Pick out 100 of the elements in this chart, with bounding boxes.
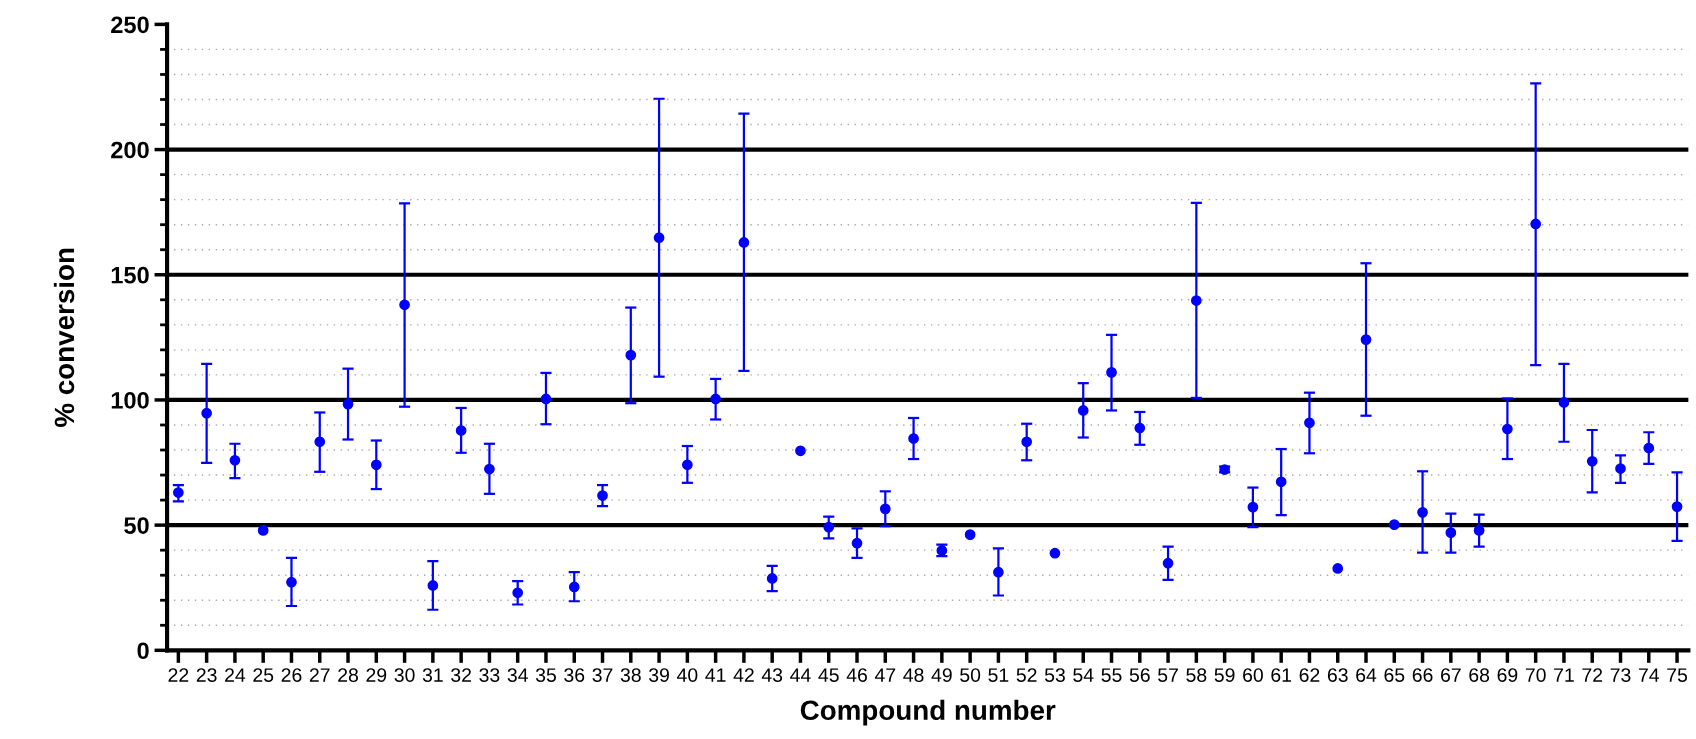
x-tick-label: 58 [1186, 668, 1207, 682]
point [1190, 295, 1202, 306]
point [625, 349, 637, 361]
point [1671, 501, 1683, 512]
x-tick-label: 71 [1554, 668, 1574, 682]
x-tick-label: 61 [1271, 668, 1292, 682]
point [1388, 519, 1400, 530]
point [908, 433, 919, 444]
x-tick-label: 51 [988, 668, 1009, 682]
x-tick-label: 38 [620, 668, 641, 682]
point [229, 454, 241, 466]
x-tick-label: 39 [649, 668, 669, 682]
x-tick-label: 65 [1384, 668, 1405, 682]
point [964, 529, 976, 541]
x-tick-label: 35 [535, 668, 556, 682]
point [766, 573, 778, 584]
y-tick-label: 50 [124, 517, 149, 534]
x-tick-label: 32 [451, 668, 471, 682]
point [1304, 417, 1315, 429]
x-tick-label: 68 [1469, 668, 1490, 682]
x-tick-label: 74 [1638, 668, 1660, 682]
x-tick-label: 49 [931, 668, 952, 682]
point [795, 445, 806, 457]
point [201, 407, 212, 419]
point [342, 398, 354, 410]
point [682, 459, 693, 471]
point [399, 299, 410, 311]
x-tick-label: 67 [1441, 668, 1461, 682]
x-tick-label: 72 [1582, 668, 1603, 682]
point [879, 503, 891, 515]
point [484, 463, 495, 475]
x-tick-label: 44 [790, 668, 811, 682]
x-tick-label: 42 [733, 668, 754, 682]
x-tick-label: 36 [564, 668, 585, 682]
point [597, 490, 608, 501]
x-tick-label: 33 [479, 668, 500, 682]
x-tick-label: 40 [676, 668, 698, 682]
x-tick-label: 31 [422, 668, 443, 682]
x-tick-label: 60 [1243, 668, 1263, 682]
point [1247, 501, 1259, 513]
x-tick-label: 37 [592, 668, 613, 682]
x-tick-label: 73 [1610, 668, 1631, 682]
x-tick-label: 34 [507, 668, 528, 682]
x-tick-label: 62 [1299, 668, 1320, 682]
point [1275, 476, 1287, 488]
x-tick-label: 55 [1101, 668, 1122, 682]
x-tick-label: 30 [394, 668, 415, 682]
point [823, 521, 835, 533]
point [173, 487, 184, 498]
x-tick-label: 50 [960, 668, 981, 682]
point [568, 581, 580, 593]
point [1134, 422, 1146, 434]
point [653, 232, 665, 244]
point [1021, 436, 1033, 448]
point [286, 576, 297, 588]
point [1473, 525, 1485, 536]
point [1360, 334, 1372, 345]
x-tick-label: 69 [1497, 668, 1518, 682]
x-tick-label: 52 [1016, 668, 1037, 682]
point [257, 525, 269, 536]
point [1643, 442, 1655, 454]
x-tick-label: 26 [281, 668, 302, 682]
x-tick-label: 24 [225, 668, 246, 682]
point [1332, 563, 1344, 574]
point [370, 459, 382, 471]
point [455, 425, 467, 436]
x-tick-label: 63 [1327, 668, 1348, 682]
point [1586, 455, 1598, 467]
x-tick-label: 54 [1073, 668, 1094, 682]
x-tick-label: 28 [338, 668, 358, 682]
point [427, 580, 439, 591]
point [1162, 557, 1174, 569]
point [1530, 218, 1542, 230]
point [710, 393, 721, 405]
x-tick-label: 57 [1158, 668, 1178, 682]
x-tick-label: 56 [1129, 668, 1150, 682]
x-tick-label: 47 [874, 668, 896, 682]
x-tick-label: 22 [168, 668, 189, 682]
point [1615, 463, 1626, 474]
point [1502, 423, 1513, 435]
x-tick-label: 27 [309, 668, 330, 682]
x-tick-label: 70 [1525, 668, 1546, 682]
x-axis-title: Compound number [800, 699, 1056, 726]
x-tick-label: 66 [1412, 668, 1433, 682]
x-tick-label: 41 [705, 668, 726, 682]
x-tick-label: 43 [761, 668, 783, 682]
point [1445, 527, 1457, 538]
point [540, 393, 552, 405]
point [1417, 507, 1428, 518]
point [512, 587, 524, 599]
x-tick-label: 46 [846, 668, 867, 682]
y-tick-label: 250 [111, 16, 149, 34]
y-tick-label: 0 [137, 642, 149, 660]
point [851, 537, 863, 549]
point [1558, 397, 1570, 408]
point [1077, 405, 1089, 416]
x-tick-label: 64 [1356, 668, 1377, 682]
x-tick-label: 23 [196, 668, 217, 682]
y-tick-label: 100 [111, 392, 149, 409]
point [314, 436, 326, 448]
